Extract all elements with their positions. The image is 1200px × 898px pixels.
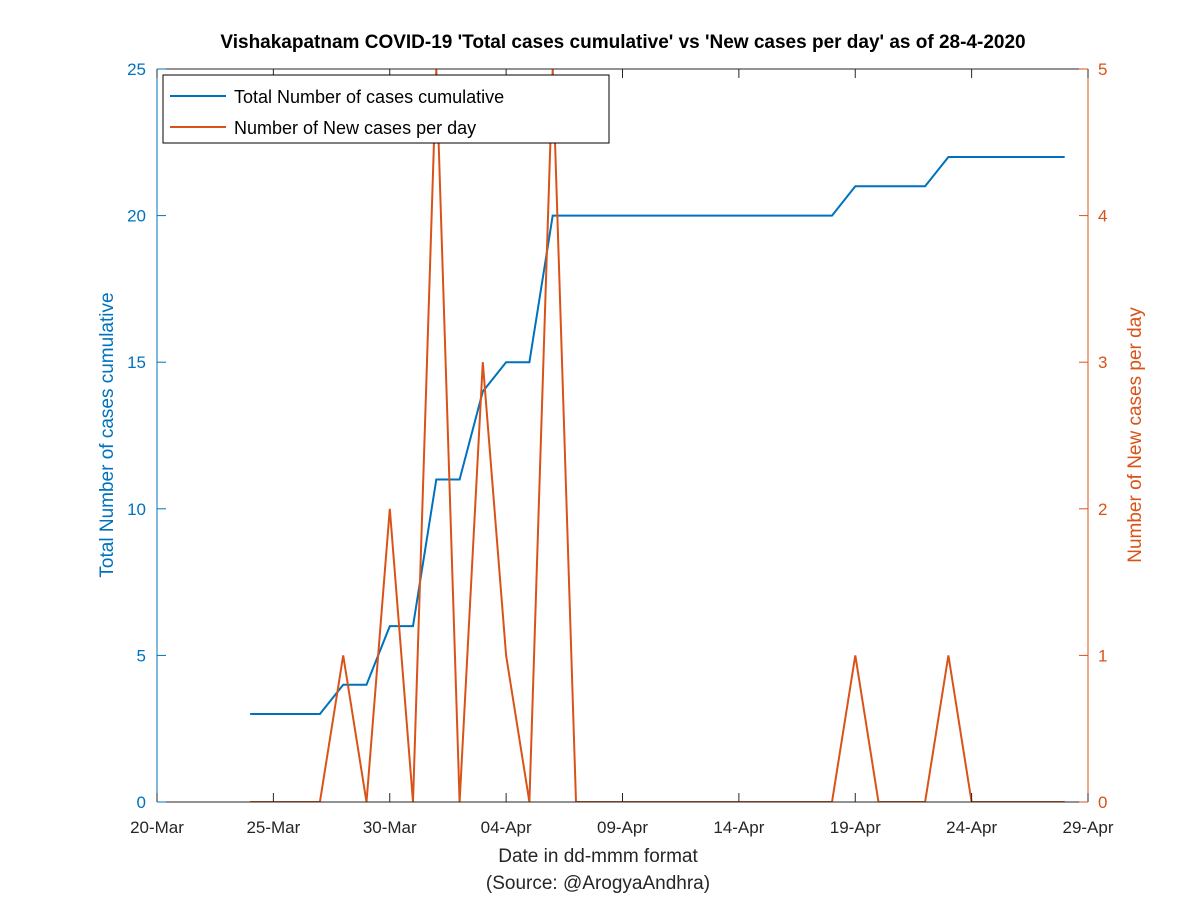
left-y-axis-label: Total Number of cases cumulative [97,292,118,577]
x-tick-label-2: 30-Mar [363,818,417,837]
left-y-tick-label-5: 25 [127,60,146,79]
legend-label-new-cases: Number of New cases per day [234,118,476,138]
right-y-tick-label-1: 1 [1098,646,1107,665]
series-layer [250,69,1065,802]
left-y-tick-label-4: 20 [127,207,146,226]
left-y-tick-label-1: 5 [137,646,146,665]
x-tick-label-8: 29-Apr [1062,818,1113,837]
chart-title: Vishakapatnam COVID-19 'Total cases cumu… [220,32,1025,53]
axes-background [157,69,1088,802]
right-y-tick-label-5: 5 [1098,60,1107,79]
x-tick-label-3: 04-Apr [481,818,532,837]
x-tick-label-6: 19-Apr [830,818,881,837]
x-tick-label-1: 25-Mar [246,818,300,837]
legend: Total Number of cases cumulative Number … [162,74,610,144]
left-y-tick-label-2: 10 [127,500,146,519]
x-tick-label-4: 09-Apr [597,818,648,837]
x-tick-label-7: 24-Apr [946,818,997,837]
x-axis-label: Date in dd-mmm format [498,846,698,867]
legend-box [162,74,610,144]
right-y-tick-label-2: 2 [1098,500,1107,519]
left-y-tick-label-0: 0 [137,793,146,812]
right-y-tick-label-0: 0 [1098,793,1107,812]
right-y-axis-ticks: 0 1 2 3 4 5 [1079,60,1107,812]
x-axis-source-note: (Source: @ArogyaAndhra) [486,873,710,894]
right-y-tick-label-4: 4 [1098,207,1107,226]
x-tick-label-5: 14-Apr [713,818,764,837]
series-line-cumulative [250,156,1065,715]
right-y-tick-label-3: 3 [1098,353,1107,372]
left-y-axis-ticks: 0 5 10 15 20 25 [127,60,166,812]
legend-label-cumulative: Total Number of cases cumulative [234,87,504,107]
left-y-tick-label-3: 15 [127,353,146,372]
right-y-axis-label: Number of New cases per day [1125,307,1146,563]
plot-area [156,68,1089,803]
x-tick-label-0: 20-Mar [130,818,184,837]
series-line-new-cases [250,69,1065,802]
x-axis-ticks: 20-Mar 25-Mar 30-Mar 04-Apr 09-Apr 14-Apr 19-A… [130,69,1114,837]
